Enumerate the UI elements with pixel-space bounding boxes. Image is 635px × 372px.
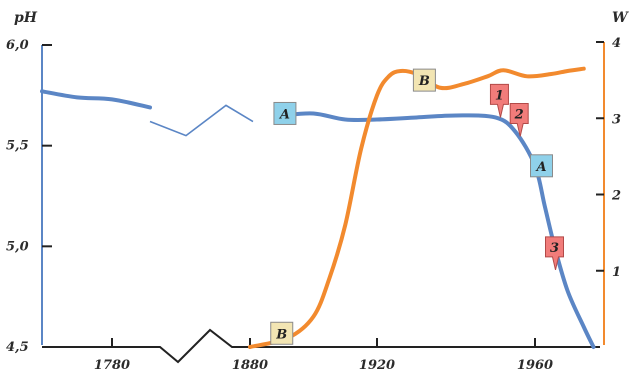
series-A-label-box [273,101,297,125]
series-A-line [40,89,152,110]
right-tick-label: 2 [611,189,621,204]
event-marker-2: 2 [509,102,529,137]
event-pin [489,83,509,118]
series-A-label-box [530,154,553,178]
right-tick-label: 4 [612,36,621,51]
series-A-label: A [278,107,290,122]
series-A-label: A [534,160,546,175]
x-tick-label: 1880 [232,358,268,372]
event-marker-1: 1 [489,83,509,118]
events-layer: 12 3 [489,83,564,270]
series-B-label: B [275,327,287,342]
x-tick-label: 1780 [94,358,130,372]
x-tick-label: 1960 [517,358,553,372]
x-axis-line [42,328,600,364]
event-pin [545,236,564,270]
left-axis-title: pH [14,10,38,26]
series-A-line [279,111,596,349]
series-layer [40,66,596,349]
right-axis-title: W [612,10,629,26]
event-label: 2 [514,107,524,122]
series-B-label-box [270,321,294,345]
event-marker-3: 3 [545,236,564,270]
right-tick-label: 1 [612,265,621,280]
series-B-label: B [418,74,430,89]
right-tick-label: 3 [612,112,621,127]
left-tick-label: 5,0 [6,239,29,254]
left-tick-label: 5,5 [6,139,29,154]
event-label: 3 [550,241,559,256]
left-tick-label: 4,5 [6,340,29,355]
event-label: 1 [495,88,504,103]
series-B-line [248,66,586,349]
series-B-label-box [412,68,436,92]
labels-layer: A A B B [270,68,553,345]
x-tick-label: 1920 [359,358,395,372]
left-tick-label: 6,0 [6,38,29,53]
event-pin [509,102,529,137]
series-A-thin-line [149,104,254,137]
